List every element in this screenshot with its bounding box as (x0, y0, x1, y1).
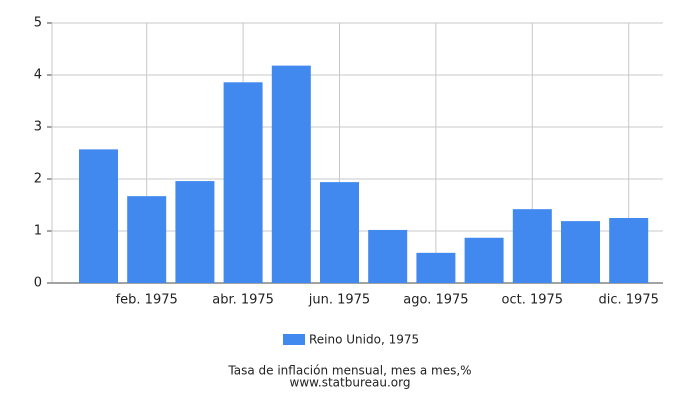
bar (127, 196, 167, 283)
y-tick-label: 0 (34, 276, 42, 291)
caption: Tasa de inflación mensual, mes a mes,% (227, 364, 471, 378)
bar (368, 229, 408, 283)
bar (320, 182, 359, 283)
x-tick-label: dic. 1975 (599, 293, 659, 308)
x-tick-label: abr. 1975 (212, 293, 274, 308)
x-tick-label: feb. 1975 (116, 293, 178, 308)
bar (609, 218, 649, 283)
bar (464, 237, 504, 283)
legend-label: Reino Unido, 1975 (309, 333, 419, 347)
y-tick-label: 2 (34, 172, 42, 187)
y-tick-label: 5 (34, 16, 42, 31)
y-tick-label: 1 (34, 224, 42, 239)
x-tick-label: oct. 1975 (502, 293, 564, 308)
bar (561, 221, 600, 283)
bar (271, 65, 311, 283)
bar (223, 82, 263, 283)
y-tick-label: 4 (34, 68, 42, 83)
bar (175, 181, 215, 283)
bar (79, 149, 118, 283)
legend-swatch (283, 334, 305, 345)
y-tick-label: 3 (34, 120, 42, 135)
bar (512, 209, 552, 283)
bar (416, 252, 456, 283)
x-tick-label: ago. 1975 (403, 293, 468, 308)
source: www.statbureau.org (290, 376, 411, 390)
x-tick-label: jun. 1975 (308, 293, 370, 308)
